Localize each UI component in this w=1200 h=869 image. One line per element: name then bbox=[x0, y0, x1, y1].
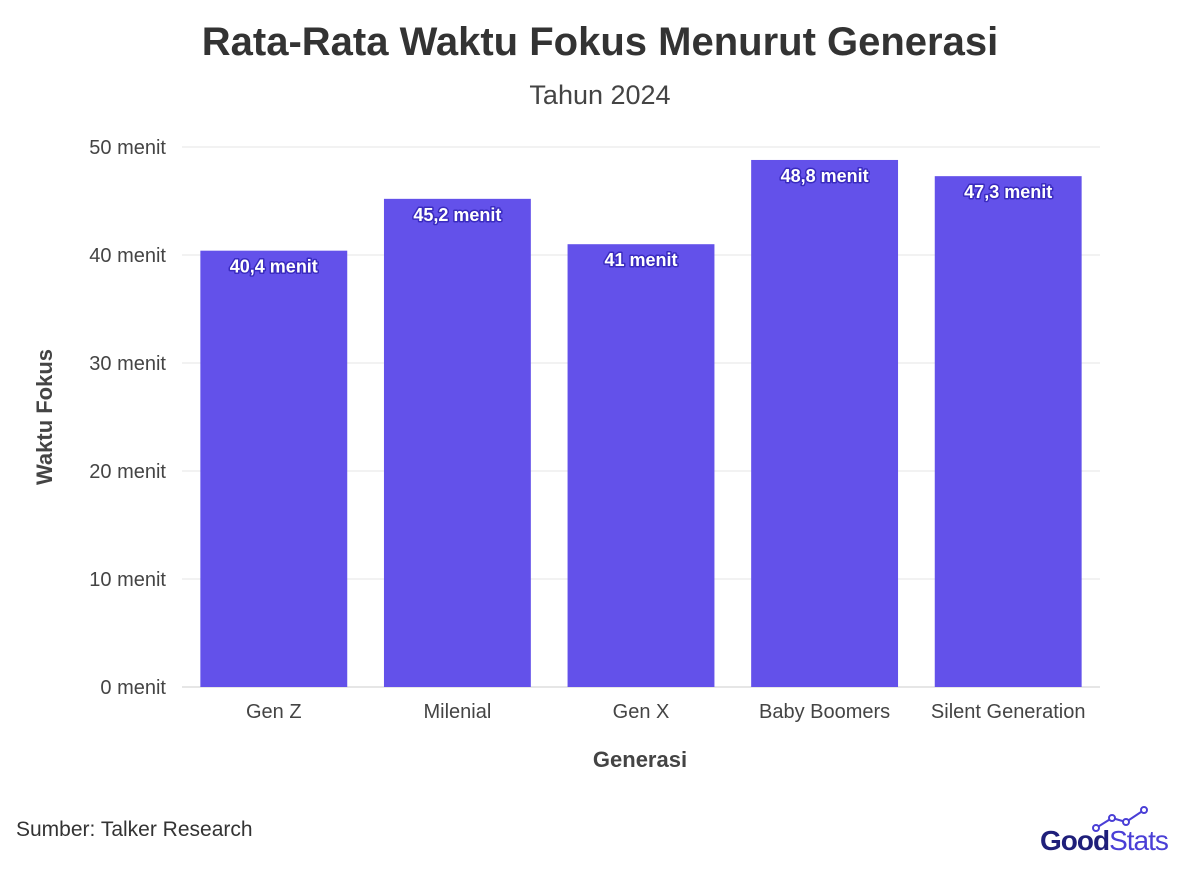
brand-good: Good bbox=[1040, 825, 1109, 856]
bar bbox=[383, 198, 531, 687]
goodstats-logo: GoodStats bbox=[1040, 806, 1169, 856]
bar-data-label: 40,4 menit bbox=[230, 257, 318, 277]
bars bbox=[200, 159, 1082, 687]
x-tick-label: Gen X bbox=[613, 701, 670, 723]
bar bbox=[200, 250, 348, 687]
y-axis-ticks: 0 menit 10 menit 20 menit 30 menit 40 menit 5… bbox=[89, 137, 166, 699]
source-note: Sumber: Talker Research bbox=[16, 818, 253, 841]
bar-data-label: 48,8 menit bbox=[781, 166, 869, 186]
brand-stats: Stats bbox=[1109, 825, 1168, 856]
chart-subtitle: Tahun 2024 bbox=[529, 80, 671, 110]
bar bbox=[567, 244, 715, 687]
x-tick-label: Baby Boomers bbox=[759, 701, 890, 723]
y-tick-label: 50 menit bbox=[89, 137, 166, 159]
y-tick-label: 40 menit bbox=[89, 245, 166, 267]
bar-chart: 0 menit 10 menit 20 menit 30 menit 40 menit 5… bbox=[32, 137, 1100, 772]
x-axis-title: Generasi bbox=[593, 747, 687, 772]
bar bbox=[934, 176, 1082, 687]
chart-title: Rata-Rata Waktu Fokus Menurut Generasi bbox=[201, 20, 999, 64]
y-tick-label: 0 menit bbox=[100, 677, 166, 699]
y-tick-label: 20 menit bbox=[89, 461, 166, 483]
x-tick-label: Milenial bbox=[423, 701, 491, 723]
y-axis-title: Waktu Fokus bbox=[32, 349, 57, 485]
y-tick-label: 30 menit bbox=[89, 353, 166, 375]
x-axis-ticks: Gen Z Milenial Gen X Baby Boomers Silent Gen… bbox=[246, 701, 1085, 723]
trend-line-icon bbox=[1092, 806, 1148, 832]
bar bbox=[751, 159, 899, 687]
x-tick-label: Silent Generation bbox=[931, 701, 1086, 723]
x-tick-label: Gen Z bbox=[246, 701, 302, 723]
y-tick-label: 10 menit bbox=[89, 569, 166, 591]
bar-data-label: 47,3 menit bbox=[964, 182, 1052, 202]
bar-data-label: 41 menit bbox=[604, 250, 677, 270]
data-labels: 40,4 menit 45,2 menit 41 menit 48,8 menit 47… bbox=[228, 164, 1053, 278]
bar-data-label: 45,2 menit bbox=[413, 205, 501, 225]
svg-text:GoodStats: GoodStats bbox=[1040, 825, 1168, 856]
